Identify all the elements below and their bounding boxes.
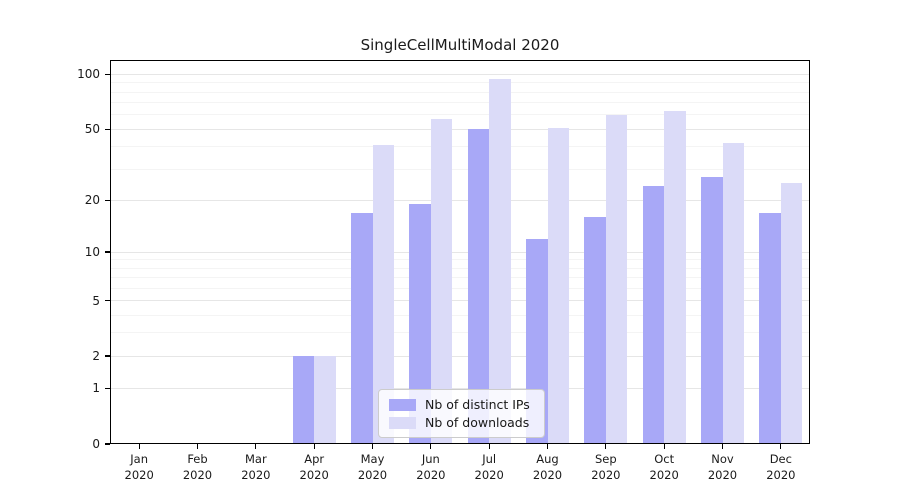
x-axis-tick [313, 444, 315, 449]
bar-apr-distinct-ips [292, 356, 315, 443]
gridline-minor [110, 146, 810, 148]
x-axis-tick-label: Apr 2020 [299, 452, 329, 482]
y-axis-tick [105, 251, 110, 253]
y-axis-tick-label: 0 [92, 437, 100, 451]
x-axis-tick-label: Nov 2020 [707, 452, 738, 482]
bar-oct-downloads [664, 110, 686, 443]
y-axis-tick [105, 299, 110, 302]
gridline-minor [110, 314, 810, 316]
y-axis-tick-label: 20 [84, 193, 100, 208]
y-axis-tick [105, 73, 110, 76]
x-axis-tick [138, 444, 140, 449]
gridline-major [110, 387, 810, 389]
x-axis-tick-label: May 2020 [357, 452, 388, 482]
x-axis-tick [546, 444, 549, 449]
legend-item-distinct-ips: Nb of distinct IPs [389, 397, 534, 412]
gridline-minor [110, 276, 810, 278]
y-axis-tick-label: 5 [92, 293, 100, 308]
gridline-minor [110, 267, 810, 269]
legend-label-downloads: Nb of downloads [425, 415, 530, 430]
bar-dec-distinct-ips [759, 212, 781, 443]
bar-sep-distinct-ips [584, 217, 606, 443]
bar-jul-downloads [489, 78, 511, 443]
bar-apr-downloads [314, 356, 336, 443]
y-axis-tick [105, 387, 110, 390]
gridline-major [110, 199, 810, 201]
y-axis-tick-label: 2 [92, 349, 100, 364]
gridline-major [110, 128, 810, 130]
legend: Nb of distinct IPs Nb of downloads [378, 389, 545, 438]
bar-sep-downloads [605, 114, 628, 443]
gridline-minor [110, 332, 810, 334]
gridline-minor [110, 91, 810, 93]
y-axis-tick [105, 199, 110, 201]
x-axis-tick-label: Jul 2020 [474, 452, 504, 482]
bar-oct-distinct-ips [642, 186, 665, 443]
bar-jul-distinct-ips [467, 129, 490, 443]
y-axis-tick-label: 10 [84, 245, 100, 259]
y-axis-tick [105, 443, 110, 445]
x-axis-tick-label: Jan 2020 [124, 452, 154, 482]
bar-may-distinct-ips [351, 212, 373, 443]
x-axis-tick-label: Oct 2020 [649, 452, 679, 482]
x-axis-tick-label: Aug 2020 [532, 452, 563, 482]
y-axis-tick-label: 50 [84, 122, 100, 137]
gridline-major [110, 73, 810, 75]
legend-swatch-distinct-ips-icon [389, 398, 416, 411]
x-axis-tick [255, 444, 257, 449]
x-axis-tick [430, 444, 432, 449]
bar-may-downloads [372, 144, 394, 443]
bar-aug-downloads [547, 127, 569, 443]
x-axis-tick-label: Sep 2020 [591, 452, 621, 482]
bar-dec-downloads [780, 183, 803, 443]
gridline-minor [110, 102, 810, 104]
x-axis-tick [488, 444, 490, 449]
bar-jun-distinct-ips [409, 204, 431, 443]
gridline-major [110, 300, 810, 302]
y-axis-tick-label: 1 [92, 381, 100, 396]
y-axis-tick-label: 100 [77, 67, 100, 82]
x-axis-tick [663, 444, 665, 449]
legend-label-distinct-ips: Nb of distinct IPs [425, 397, 530, 412]
y-axis-tick [105, 355, 110, 357]
gridline-minor [110, 259, 810, 261]
bar-nov-downloads [722, 142, 744, 443]
gridline-minor [110, 82, 810, 84]
x-axis-tick [371, 444, 374, 449]
y-axis-tick [105, 128, 110, 130]
bar-nov-distinct-ips [701, 177, 723, 443]
x-axis-tick-label: Mar 2020 [241, 452, 271, 482]
legend-swatch-downloads-icon [389, 416, 416, 429]
gridline-major [110, 251, 810, 253]
gridline-minor [110, 168, 810, 170]
x-axis-tick-label: Dec 2020 [766, 452, 796, 482]
gridline-minor [110, 114, 810, 116]
bar-jun-downloads [430, 118, 453, 443]
gridline-major [110, 355, 810, 357]
legend-item-downloads: Nb of downloads [389, 415, 534, 430]
gridline-minor [110, 287, 810, 289]
x-axis-tick [721, 444, 724, 449]
x-axis-tick [196, 444, 199, 449]
chart-title: SingleCellMultiModal 2020 [360, 36, 560, 54]
x-axis-tick-label: Jun 2020 [416, 452, 446, 482]
x-axis-tick [780, 444, 782, 449]
x-axis-tick-label: Feb 2020 [182, 452, 213, 482]
x-axis-tick [605, 444, 607, 449]
